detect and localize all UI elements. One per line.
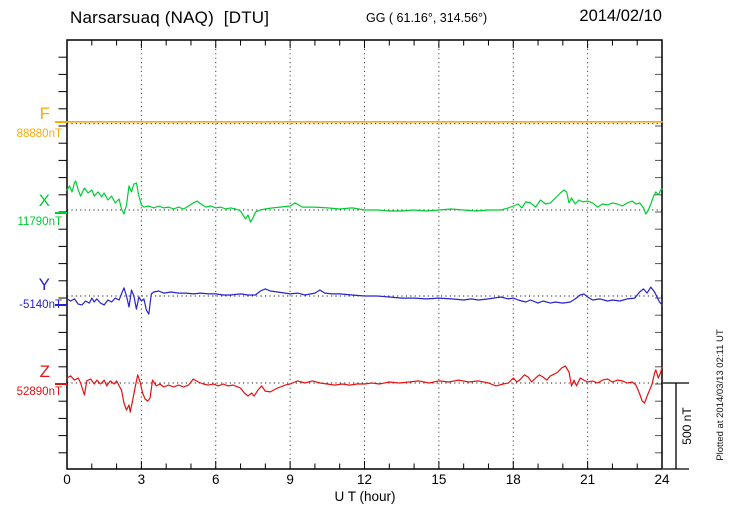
plotted-at-label: Plotted at 2014/03/13 02:11 UT [715, 329, 726, 461]
trace-X [66, 180, 663, 223]
component-label-F: F [39, 104, 50, 123]
plot-frame [66, 39, 663, 470]
x-tick-label-0: 0 [63, 472, 71, 487]
x-tick-label-3: 3 [137, 472, 146, 487]
trace-Y [66, 286, 663, 315]
x-tick-label-24: 24 [654, 472, 670, 487]
baseline-value-F: 88880nT [16, 128, 62, 140]
baseline-value-Z: 52890nT [16, 386, 62, 398]
component-label-X: X [38, 191, 50, 210]
x-tick-label-12: 12 [356, 472, 373, 487]
baseline-value-X: 11790nT [17, 216, 62, 228]
component-label-Y: Y [38, 275, 50, 294]
x-tick-label-9: 9 [286, 472, 294, 487]
page-title: Narsarsuaq (NAQ) [DTU] [70, 8, 270, 27]
x-tick-label-6: 6 [211, 472, 220, 487]
x-tick-label-18: 18 [505, 472, 521, 487]
component-label-Z: Z [39, 362, 50, 381]
geographic-coordinates-label: GG ( 61.16°, 314.56°) [366, 11, 488, 25]
x-tick-label-15: 15 [431, 472, 447, 487]
baseline-value-Y: -5140nT [19, 299, 62, 311]
x-axis-title: U T (hour) [334, 489, 396, 504]
scale-bar-label: 500 nT [680, 407, 694, 445]
x-tick-label-21: 21 [580, 472, 596, 487]
trace-Z [66, 365, 663, 413]
date-label: 2014/02/10 [579, 7, 662, 25]
